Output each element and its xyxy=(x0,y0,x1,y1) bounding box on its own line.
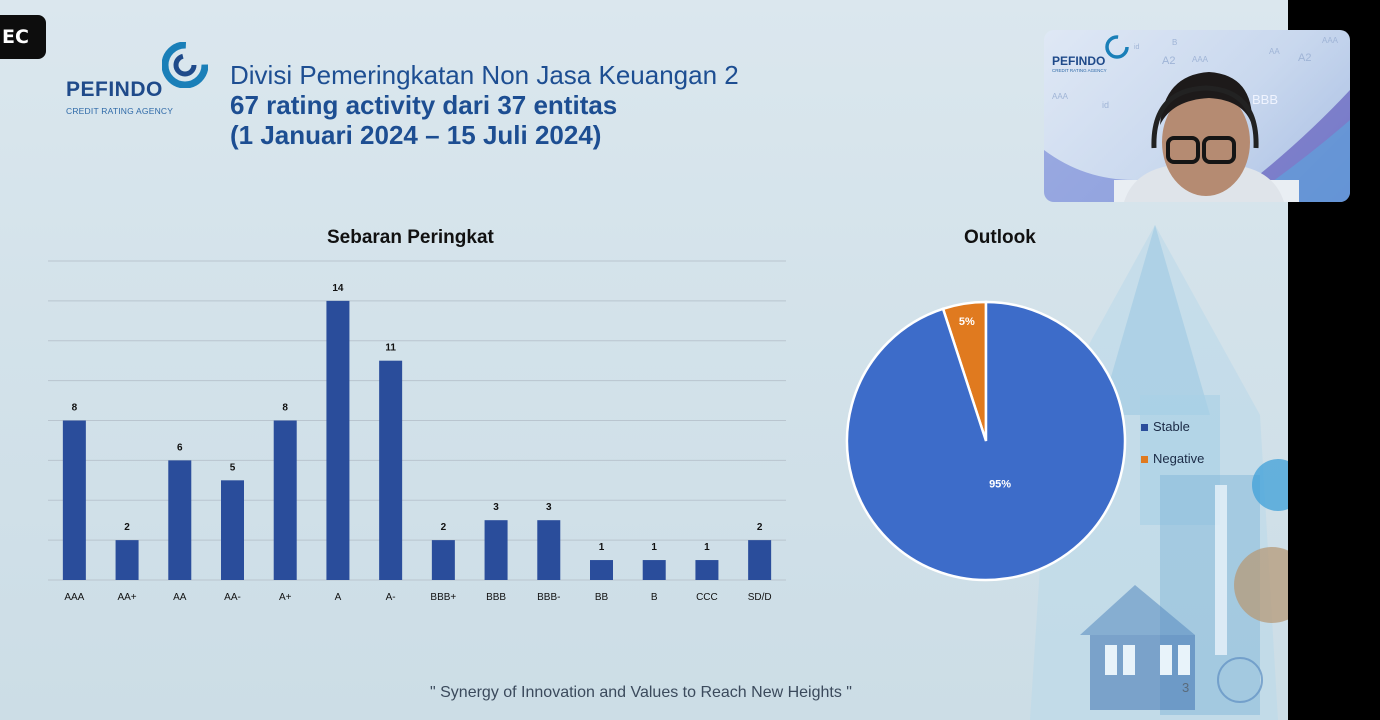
x-tick-label: BBB xyxy=(486,592,506,603)
bar-data-label: 8 xyxy=(72,403,78,414)
legend-swatch-stable xyxy=(1141,424,1148,432)
title-line-2: 67 rating activity dari 37 entitas xyxy=(230,90,618,120)
legend-label-negative: Negative xyxy=(1153,451,1205,466)
bar xyxy=(642,560,666,580)
city-illustration xyxy=(1030,225,1288,720)
bar-data-label: 5 xyxy=(230,462,236,473)
pefindo-swirl-icon xyxy=(162,42,208,88)
x-tick-label: CCC xyxy=(696,592,718,603)
outlook-pie-chart: 5% 95% xyxy=(845,300,1127,582)
x-tick-label: AA- xyxy=(224,592,241,603)
pefindo-logo: PEFINDO CREDIT RATING AGENCY xyxy=(66,42,216,117)
webcam-rating-text: A2 xyxy=(1162,55,1176,67)
webcam-rating-text: B xyxy=(1172,38,1178,47)
bar xyxy=(115,540,139,580)
webcam-rating-text: A2 xyxy=(1298,52,1312,64)
bar-data-label: 3 xyxy=(493,502,499,513)
pie-data-label: 95% xyxy=(989,478,1011,490)
webcam-rating-text: AAA xyxy=(1052,92,1069,101)
bar xyxy=(695,560,719,580)
bar-data-label: 1 xyxy=(651,542,657,553)
bar-chart-title: Sebaran Peringkat xyxy=(327,227,494,248)
x-tick-label: B xyxy=(651,592,658,603)
x-tick-label: A- xyxy=(386,592,396,603)
bar xyxy=(590,560,613,580)
bar xyxy=(326,300,350,580)
bar xyxy=(62,420,86,580)
bar-data-label: 6 xyxy=(177,442,183,453)
rating-distribution-chart: 8AAA2AA+6AA5AA-8A+14A11A-2BBB+3BBB3BBB-1… xyxy=(48,260,786,603)
page-number: 3 xyxy=(1182,680,1190,695)
x-tick-label: A+ xyxy=(279,592,292,603)
bar xyxy=(431,540,455,580)
webcam-rating-text: AAA xyxy=(1192,55,1209,64)
webcam-rating-text: BBB xyxy=(1252,92,1279,107)
bar-data-label: 2 xyxy=(757,522,763,533)
x-tick-label: AAA xyxy=(64,592,84,603)
bar xyxy=(748,540,772,580)
bar-data-label: 14 xyxy=(332,283,344,294)
webcam-logo: PEFINDO xyxy=(1052,54,1106,68)
bar xyxy=(484,520,508,580)
webcam-rating-text: id xyxy=(1134,44,1140,51)
x-tick-label: AA+ xyxy=(117,592,136,603)
webcam-rating-text: id xyxy=(1102,100,1110,110)
recording-tag: EC xyxy=(0,15,46,59)
legend-item-stable: Stable xyxy=(1141,419,1190,434)
webcam-rating-text: AAA xyxy=(1322,36,1339,45)
logo-tagline: CREDIT RATING AGENCY xyxy=(66,106,174,116)
bar xyxy=(168,460,192,580)
x-tick-label: SD/D xyxy=(748,592,772,603)
bar-data-label: 11 xyxy=(385,343,396,354)
webcam-overlay: PEFINDO CREDIT RATING AGENCY A2 AAA B AA… xyxy=(1044,30,1350,202)
logo-wordmark: PEFINDO xyxy=(66,78,163,101)
webcam-rating-text: AA xyxy=(1269,47,1280,56)
pie-chart-title: Outlook xyxy=(964,227,1036,248)
bar-data-label: 1 xyxy=(704,542,710,553)
legend-label-stable: Stable xyxy=(1153,419,1190,434)
webcam-logo-tagline: CREDIT RATING AGENCY xyxy=(1052,68,1107,73)
x-tick-label: BB xyxy=(595,592,609,603)
webcam-background-art xyxy=(1044,35,1350,202)
slide-footer-tagline: " Synergy of Innovation and Values to Re… xyxy=(430,684,852,701)
x-tick-label: BBB+ xyxy=(430,592,456,603)
bar-data-label: 1 xyxy=(599,542,605,553)
bar xyxy=(221,480,244,580)
pie-data-label: 5% xyxy=(959,316,975,328)
pie-slice-stable xyxy=(845,300,1127,582)
bar xyxy=(379,360,403,580)
bar-data-label: 3 xyxy=(546,502,552,513)
x-tick-label: AA xyxy=(173,592,187,603)
bar-data-label: 8 xyxy=(282,403,288,414)
legend-item-negative: Negative xyxy=(1141,451,1204,466)
bar xyxy=(273,420,297,580)
bar xyxy=(537,520,561,580)
legend-swatch-negative xyxy=(1141,456,1148,464)
x-tick-label: BBB- xyxy=(537,592,560,603)
bar-data-label: 2 xyxy=(441,522,447,533)
title-line-3: (1 Januari 2024 – 15 Juli 2024) xyxy=(230,120,602,150)
x-tick-label: A xyxy=(335,592,342,603)
slide-title: Divisi Pemeringkatan Non Jasa Keuangan 2… xyxy=(230,60,739,150)
title-line-1: Divisi Pemeringkatan Non Jasa Keuangan 2 xyxy=(230,60,739,90)
bar-data-label: 2 xyxy=(124,522,130,533)
